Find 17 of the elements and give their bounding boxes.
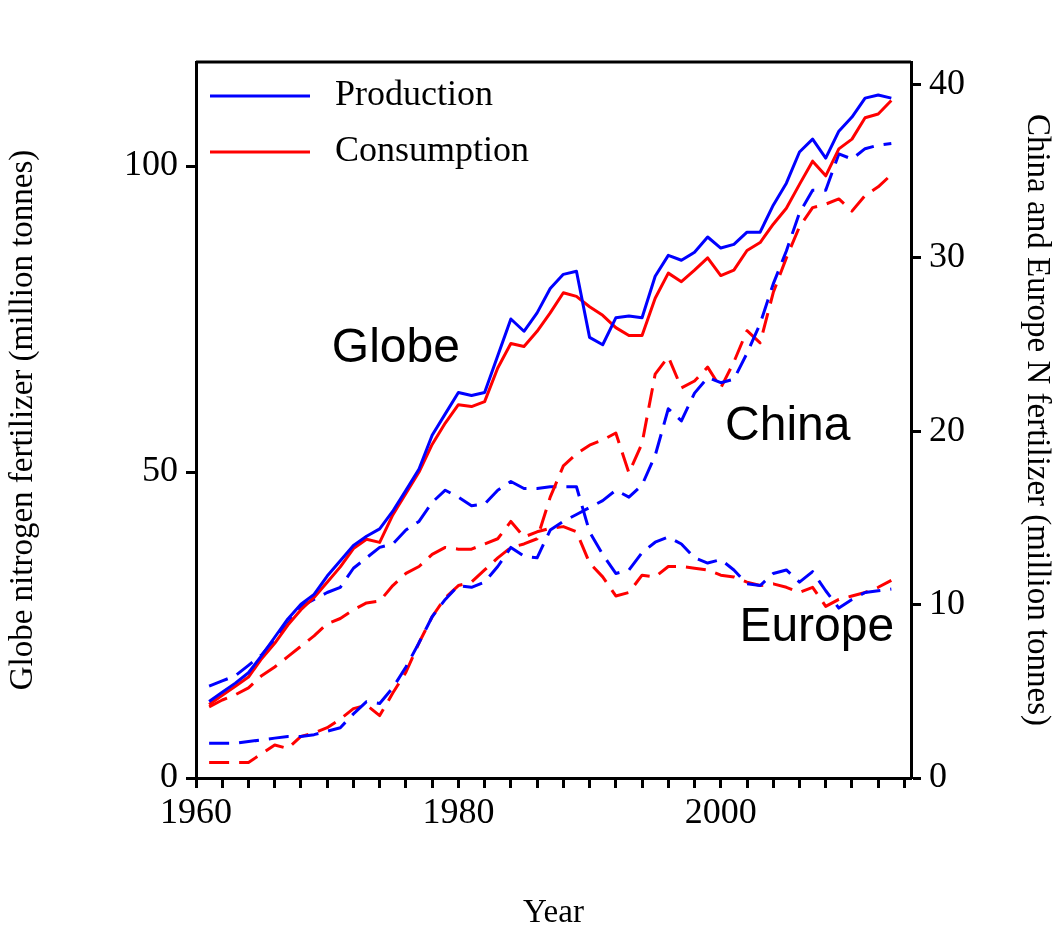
y2-tick-label: 20 <box>929 408 965 449</box>
x-axis-title: Year <box>523 892 584 929</box>
annotation: Globe <box>331 318 460 372</box>
y-tick-label: 100 <box>124 143 178 184</box>
y2-tick-label: 0 <box>929 755 947 796</box>
y2-tick-label: 30 <box>929 235 965 276</box>
y2-axis-title: China and Europe N fertilizer (million tonnes) <box>1019 113 1057 727</box>
y2-tick-label: 10 <box>929 582 965 623</box>
annotation: China <box>725 397 851 451</box>
annotation: Europe <box>739 597 895 651</box>
y-axis-title: Globe nitrogen fertilizer (million tonnes) <box>3 149 41 691</box>
y2-tick-label: 40 <box>929 61 965 102</box>
legend-label: Consumption <box>335 129 530 170</box>
x-tick-label: 2000 <box>684 791 757 832</box>
legend-label: Production <box>335 73 493 114</box>
x-tick-label: 1980 <box>422 791 495 832</box>
y-tick-label: 50 <box>142 449 178 490</box>
